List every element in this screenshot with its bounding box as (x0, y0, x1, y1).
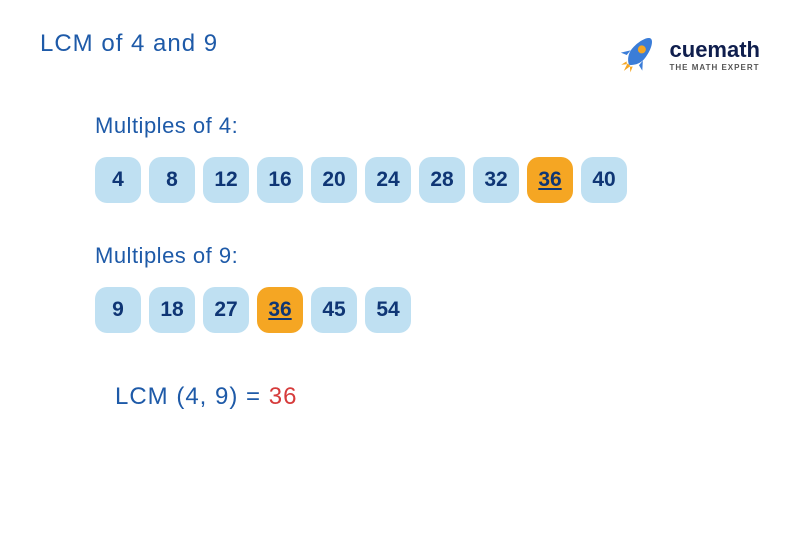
logo-text: cuemath THE MATH EXPERT (670, 37, 760, 72)
multiple-tile: 45 (311, 287, 357, 333)
brand-name: cuemath (670, 37, 760, 63)
result-value: 36 (269, 383, 298, 410)
result-label: LCM (4, 9) = (115, 383, 269, 410)
multiple-tile: 4 (95, 157, 141, 203)
tiles-row: 91827364554 (95, 287, 760, 333)
rocket-icon (614, 30, 662, 78)
multiple-tile: 32 (473, 157, 519, 203)
multiple-tile-highlight: 36 (257, 287, 303, 333)
brand-tagline: THE MATH EXPERT (670, 63, 760, 72)
result-line: LCM (4, 9) = 36 (115, 383, 760, 411)
section-label: Multiples of 9: (95, 243, 760, 269)
section-label: Multiples of 4: (95, 113, 760, 139)
multiple-tile: 12 (203, 157, 249, 203)
multiple-tile: 9 (95, 287, 141, 333)
multiples-section: Multiples of 4: 481216202428323640 (95, 113, 760, 203)
sections-container: Multiples of 4:481216202428323640Multipl… (40, 113, 760, 333)
brand-logo: cuemath THE MATH EXPERT (614, 30, 760, 78)
multiple-tile: 54 (365, 287, 411, 333)
multiples-section: Multiples of 9: 91827364554 (95, 243, 760, 333)
multiple-tile: 20 (311, 157, 357, 203)
multiple-tile: 18 (149, 287, 195, 333)
page-title: LCM of 4 and 9 (40, 30, 218, 58)
multiple-tile: 28 (419, 157, 465, 203)
multiple-tile: 40 (581, 157, 627, 203)
multiple-tile: 16 (257, 157, 303, 203)
tiles-row: 481216202428323640 (95, 157, 760, 203)
multiple-tile: 8 (149, 157, 195, 203)
multiple-tile: 24 (365, 157, 411, 203)
multiple-tile: 27 (203, 287, 249, 333)
header: LCM of 4 and 9 cuemath THE MATH EXPERT (40, 30, 760, 78)
multiple-tile-highlight: 36 (527, 157, 573, 203)
